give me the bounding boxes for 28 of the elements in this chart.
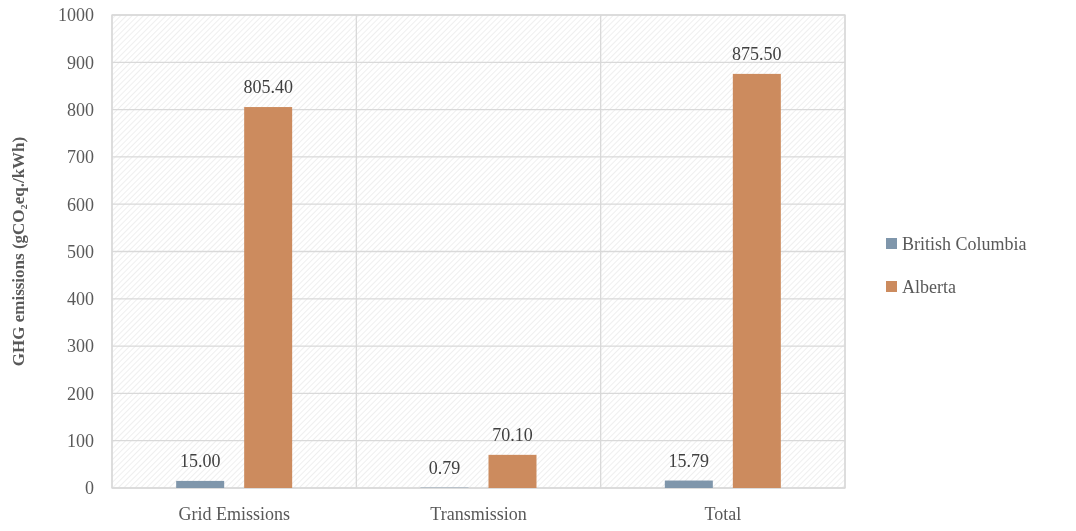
bar bbox=[176, 480, 225, 488]
legend-label: Alberta bbox=[902, 277, 956, 298]
y-tick-label: 500 bbox=[67, 241, 94, 262]
y-tick-label: 0 bbox=[85, 478, 94, 499]
bar bbox=[488, 454, 537, 488]
text: 15.79 bbox=[668, 450, 710, 471]
y-axis-title: GHG emissions (gCO₂eq./kWh) bbox=[9, 136, 28, 367]
text: 70.10 bbox=[492, 424, 533, 445]
text: 805.40 bbox=[243, 77, 293, 98]
y-tick-label: 800 bbox=[67, 99, 94, 120]
y-tick-label: 200 bbox=[67, 383, 94, 404]
bar bbox=[664, 480, 713, 488]
y-tick-label: 300 bbox=[67, 336, 94, 357]
x-tick-label: Total bbox=[704, 504, 742, 524]
x-tick-label: Grid Emissions bbox=[178, 504, 290, 524]
y-tick-label: 600 bbox=[67, 194, 94, 215]
text: 875.50 bbox=[732, 43, 782, 64]
bar bbox=[244, 107, 293, 488]
text: 0.79 bbox=[428, 457, 461, 478]
legend-label: British Columbia bbox=[902, 234, 1027, 255]
x-tick-label: Transmission bbox=[430, 504, 527, 524]
y-tick-label: 900 bbox=[67, 52, 94, 73]
y-tick-label: 1000 bbox=[58, 5, 94, 26]
y-tick-label: 700 bbox=[67, 147, 94, 168]
y-tick-label: 100 bbox=[67, 431, 94, 451]
bar bbox=[732, 73, 781, 488]
text: 15.00 bbox=[179, 450, 221, 471]
y-tick-label: 400 bbox=[67, 289, 94, 310]
